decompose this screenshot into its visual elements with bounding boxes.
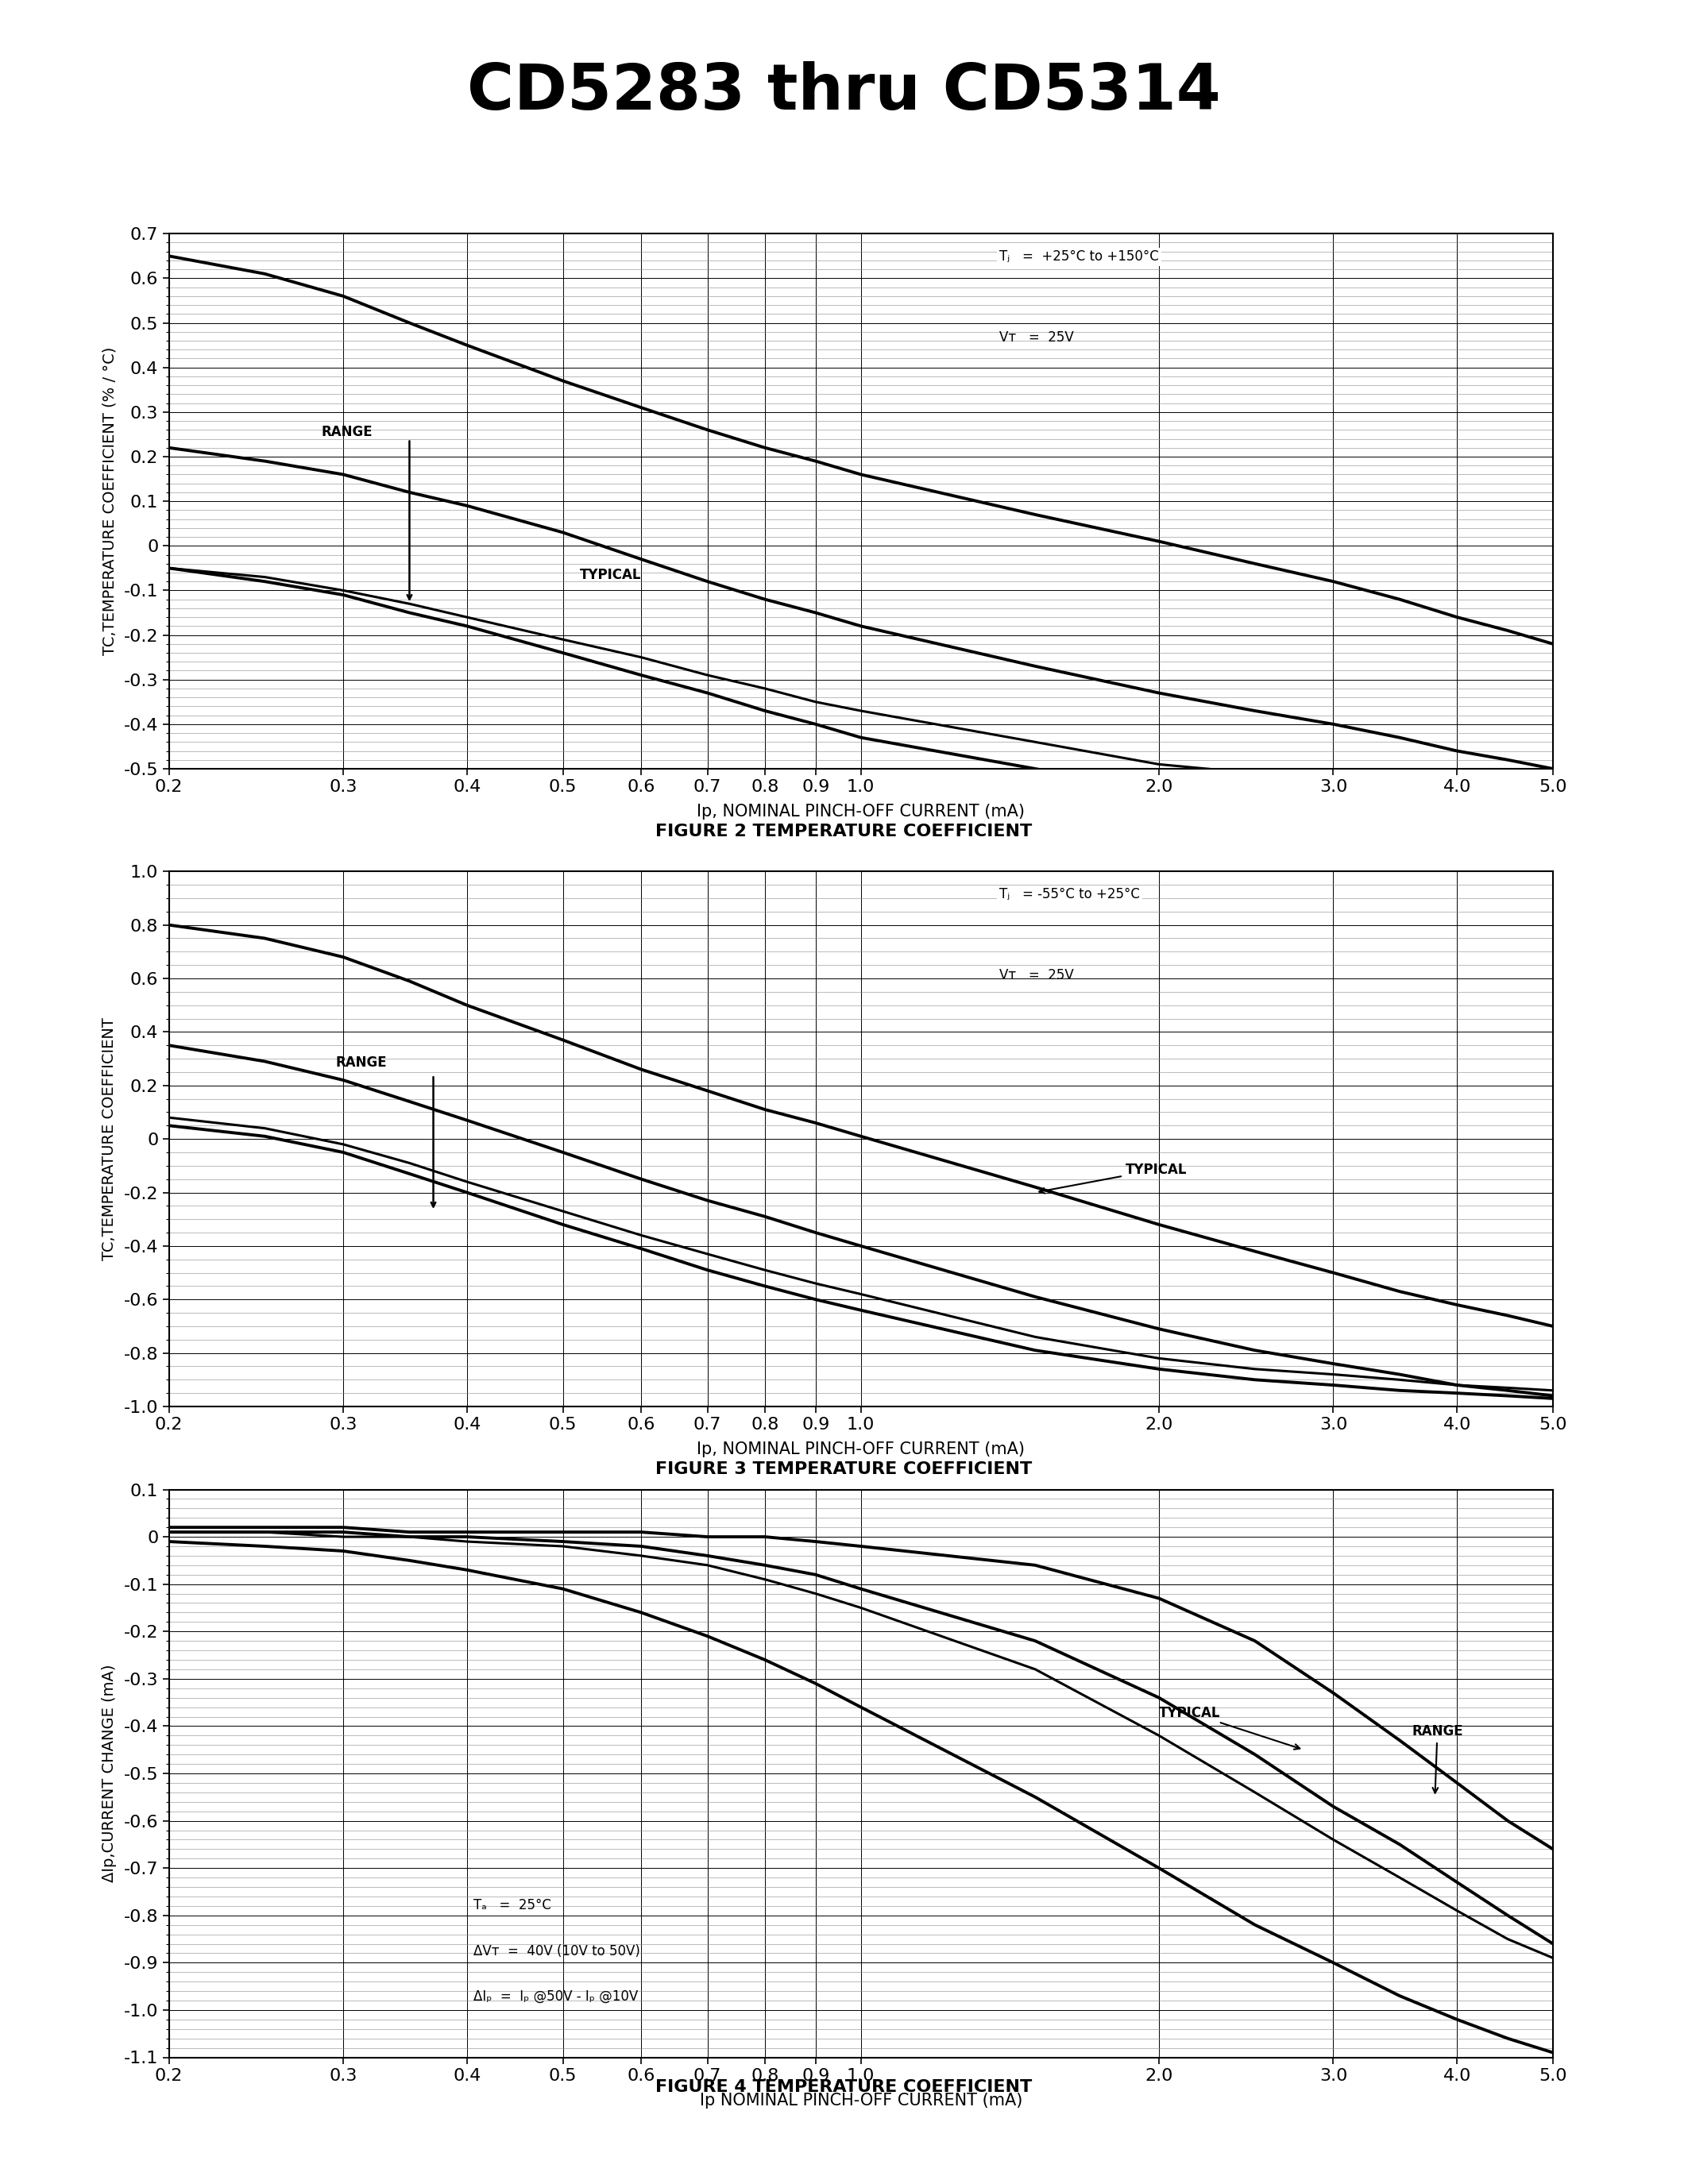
- Text: ΔIₚ  =  Iₚ @50V - Iₚ @10V: ΔIₚ = Iₚ @50V - Iₚ @10V: [473, 1990, 638, 2003]
- Text: FIGURE 2 TEMPERATURE COEFFICIENT: FIGURE 2 TEMPERATURE COEFFICIENT: [655, 823, 1033, 839]
- X-axis label: Ip, NOMINAL PINCH-OFF CURRENT (mA): Ip, NOMINAL PINCH-OFF CURRENT (mA): [697, 804, 1025, 819]
- Text: FIGURE 3 TEMPERATURE COEFFICIENT: FIGURE 3 TEMPERATURE COEFFICIENT: [655, 1461, 1033, 1476]
- X-axis label: Ip, NOMINAL PINCH-OFF CURRENT (mA): Ip, NOMINAL PINCH-OFF CURRENT (mA): [697, 1441, 1025, 1457]
- Text: CD5283 thru CD5314: CD5283 thru CD5314: [468, 61, 1220, 122]
- Text: RANGE: RANGE: [336, 1055, 387, 1070]
- Text: RANGE: RANGE: [1411, 1725, 1463, 1793]
- Text: TYPICAL: TYPICAL: [1160, 1706, 1300, 1749]
- Text: Vᴛ   =  25V: Vᴛ = 25V: [999, 968, 1074, 983]
- Text: Tₐ   =  25°C: Tₐ = 25°C: [473, 1898, 550, 1913]
- Text: Tⱼ   =  +25°C to +150°C: Tⱼ = +25°C to +150°C: [999, 249, 1158, 264]
- Text: Tⱼ   = -55°C to +25°C: Tⱼ = -55°C to +25°C: [999, 887, 1139, 902]
- Y-axis label: TC,TEMPERATURE COEFFICIENT: TC,TEMPERATURE COEFFICIENT: [101, 1018, 116, 1260]
- Y-axis label: TC,TEMPERATURE COEFFICIENT (% / °C): TC,TEMPERATURE COEFFICIENT (% / °C): [101, 347, 116, 655]
- Text: TYPICAL: TYPICAL: [579, 568, 641, 583]
- Text: TYPICAL: TYPICAL: [1040, 1162, 1187, 1192]
- Text: ΔVᴛ  =  40V (10V to 50V): ΔVᴛ = 40V (10V to 50V): [473, 1944, 640, 1959]
- Text: FIGURE 4 TEMPERATURE COEFFICIENT: FIGURE 4 TEMPERATURE COEFFICIENT: [655, 2079, 1033, 2094]
- Y-axis label: ΔIp,CURRENT CHANGE (mA): ΔIp,CURRENT CHANGE (mA): [101, 1664, 116, 1883]
- X-axis label: Ip NOMINAL PINCH-OFF CURRENT (mA): Ip NOMINAL PINCH-OFF CURRENT (mA): [699, 2092, 1023, 2108]
- Text: Vᴛ   =  25V: Vᴛ = 25V: [999, 330, 1074, 345]
- Text: RANGE: RANGE: [321, 424, 373, 439]
